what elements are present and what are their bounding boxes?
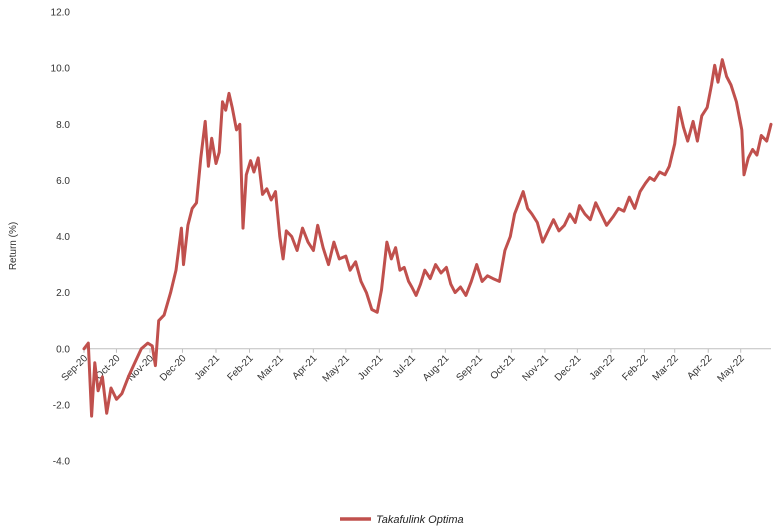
x-tick-label: Jan-21 — [193, 353, 223, 383]
x-tick-label: Sep-20 — [60, 353, 91, 384]
x-tick-label: Feb-22 — [620, 353, 650, 383]
y-tick-label: 6.0 — [56, 176, 70, 187]
x-tick-label: Jan-22 — [588, 353, 618, 383]
x-tick-label: Mar-21 — [256, 353, 286, 383]
y-tick-label: 8.0 — [56, 120, 70, 131]
x-tick-label: Nov-21 — [520, 353, 551, 384]
x-tick-label: Mar-22 — [651, 353, 681, 383]
x-tick-label: Sep-21 — [454, 353, 485, 384]
series-layer — [82, 58, 773, 418]
y-tick-label: 0.0 — [56, 344, 70, 355]
x-tick-label: Apr-21 — [290, 353, 319, 382]
x-tick-label: Feb-21 — [225, 353, 255, 383]
legend: Takafulink Optima — [340, 514, 464, 526]
legend-label: Takafulink Optima — [376, 514, 464, 526]
series-line-takafulink-optima — [82, 58, 773, 418]
x-tick-label: Nov-20 — [126, 353, 157, 384]
y-tick-label: 12.0 — [51, 8, 71, 19]
x-tick-label: Jul-21 — [391, 353, 418, 380]
x-tick-label: May-22 — [715, 353, 747, 385]
x-tick-label: May-21 — [321, 353, 353, 385]
x-tick-label: Oct-21 — [488, 353, 517, 382]
x-tick-label: Jun-21 — [356, 353, 386, 383]
x-tick-label: Aug-21 — [421, 353, 452, 384]
x-tick-label: Dec-21 — [553, 353, 584, 384]
x-tick-label: Apr-22 — [685, 353, 714, 382]
y-axis: 12.0 10.0 8.0 6.0 4.0 2.0 0.0 -2.0 -4.0 — [51, 8, 71, 468]
y-tick-label: 10.0 — [51, 64, 71, 75]
y-tick-label: 2.0 — [56, 288, 70, 299]
y-tick-label: 4.0 — [56, 232, 70, 243]
x-tick-label: Dec-20 — [158, 353, 189, 384]
y-tick-label: -4.0 — [53, 457, 71, 468]
y-tick-label: -2.0 — [53, 400, 71, 411]
y-axis-title: Return (%) — [8, 222, 19, 270]
x-axis: Sep-20 Oct-20 Nov-20 Dec-20 Jan-21 Feb-21 Mar-… — [60, 348, 771, 385]
